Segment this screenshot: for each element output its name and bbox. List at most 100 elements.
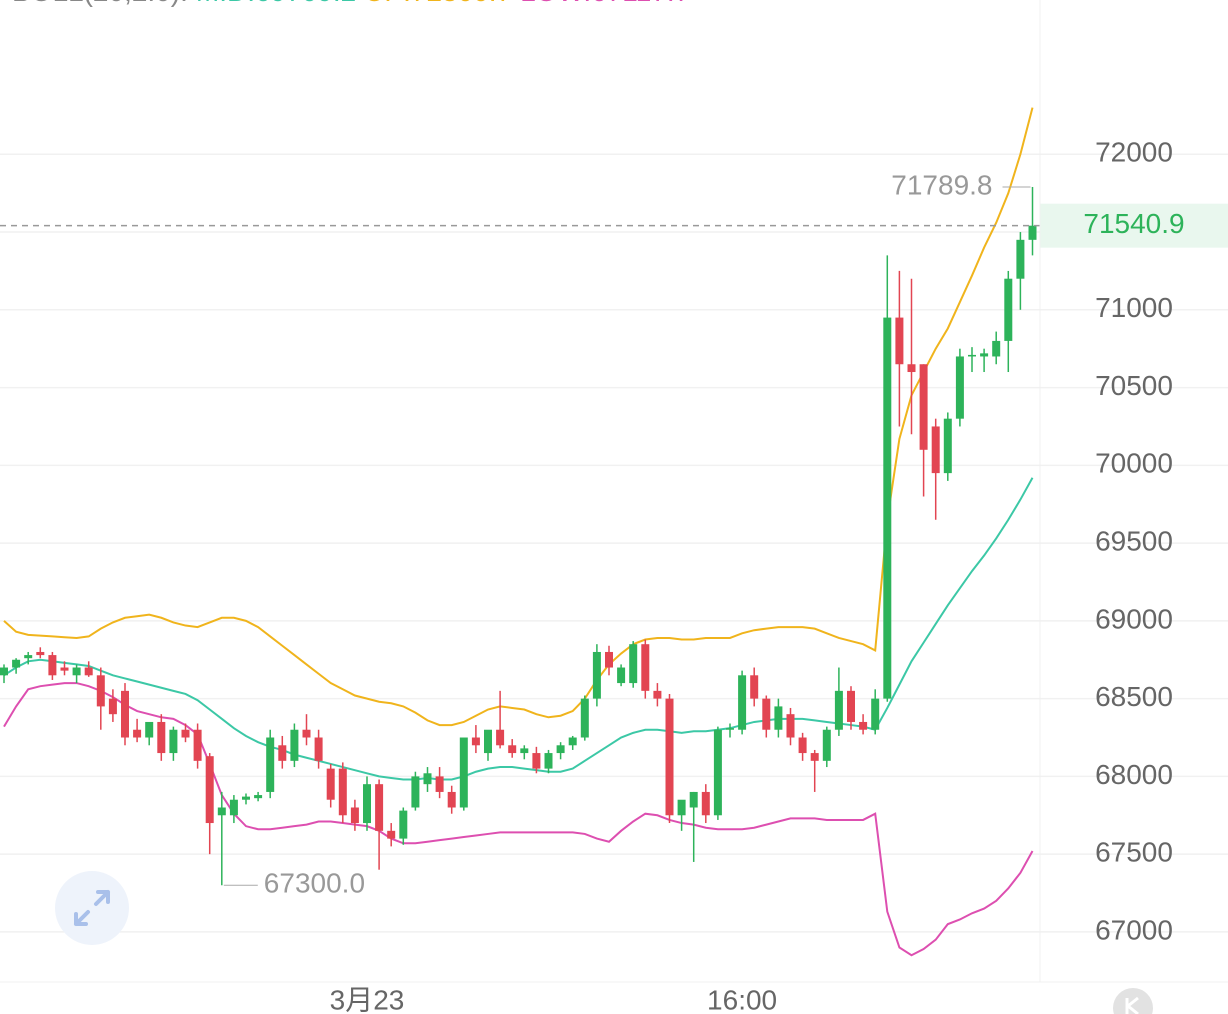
candle-body [447,791,456,808]
candle-body [1016,239,1025,279]
candle-body [992,340,1001,357]
annotation-label: 71789.8 [891,169,992,200]
candle-body [822,729,831,761]
candle-body [423,773,432,785]
y-tick-label: 67000 [1095,914,1173,945]
candle-body [12,659,21,668]
candle-body [943,418,952,474]
candle-body [629,644,638,684]
candle-body [290,729,299,761]
candle-body [254,795,263,799]
candle-body [689,791,698,808]
candle-body [762,698,771,730]
candle-body [738,675,747,730]
legend-entry: MID:69709.2 [196,0,356,7]
candle-body [592,651,601,699]
candle-body [387,830,396,839]
y-tick-label: 68000 [1095,759,1173,790]
candle-body [580,698,589,738]
candle-body [217,807,226,816]
candle-body [326,768,335,800]
candle-body [859,721,868,730]
candle-body [108,698,117,715]
legend-entry: UP:72300.7 [364,0,512,7]
candle-body [713,729,722,816]
candle-body [895,317,904,365]
candle-body [617,667,626,684]
y-tick-label: 71000 [1095,292,1173,323]
candle-body [399,810,408,839]
candle-body [193,729,202,761]
y-tick-label: 72000 [1095,137,1173,168]
candle-body [266,737,275,792]
last-price-tag [1040,203,1228,248]
kline-button[interactable] [1113,988,1153,1014]
y-tick-label: 68500 [1095,681,1173,712]
candle-body [181,729,190,738]
candle-body [798,737,807,754]
expand-button[interactable] [55,871,129,945]
y-tick-label: 67500 [1095,837,1173,868]
candle-body [24,655,33,659]
candle-body [520,748,529,754]
candle-body [847,690,855,722]
candle-body [750,675,759,699]
candle-body [302,729,311,738]
candle-body [786,714,795,738]
y-tick-label: 69000 [1095,603,1173,634]
candle-body [980,353,989,357]
candle-body [84,667,93,676]
candle-body [350,807,359,824]
last-price-label: 71540.9 [1083,208,1184,239]
candle-body [726,728,734,730]
candle-body [907,364,916,373]
candle-body [653,690,662,699]
x-tick-label: 3月23 [330,984,405,1014]
candle-body [121,690,129,738]
candle-body [242,796,250,800]
candle-body [774,706,783,730]
candle-body [459,737,468,808]
candle-body [883,317,892,699]
candle-body [0,667,8,676]
kline-icon[interactable] [1125,996,1139,1014]
candle-body [810,753,819,761]
expand-button-bg[interactable] [55,871,129,945]
candle-body [36,651,45,656]
candle-body [496,729,505,746]
y-tick-label: 70500 [1095,370,1173,401]
candle-body [677,799,686,816]
candle-body [665,698,674,816]
candle-body [435,776,444,792]
candle-body [471,737,480,746]
candle-body [919,364,928,450]
candle-body [314,737,323,761]
y-tick-label: 69500 [1095,525,1173,556]
candle-body [278,745,287,761]
candle-body [363,784,371,824]
candle-body [229,799,238,816]
candle-body [484,729,492,754]
x-tick-label: 16:00 [707,984,777,1014]
candle-body [641,644,650,691]
candle-body [532,753,541,769]
boll-line [3,107,1034,727]
candle-body [834,690,843,730]
candle-body [605,651,613,668]
candle-body [169,729,178,754]
candle-body [72,667,81,676]
annotation-label: 67300.0 [264,868,365,899]
candle-body [1004,278,1013,341]
expand-icon[interactable] [74,890,110,926]
candle-body [701,791,710,816]
candle-body [48,655,57,676]
candle-body [568,737,577,746]
candle-body [556,745,565,754]
y-tick-label: 70000 [1095,448,1173,479]
candle-body [968,354,976,357]
candle-body [157,721,166,754]
candle-body [145,721,154,738]
boll-line [3,682,1034,957]
